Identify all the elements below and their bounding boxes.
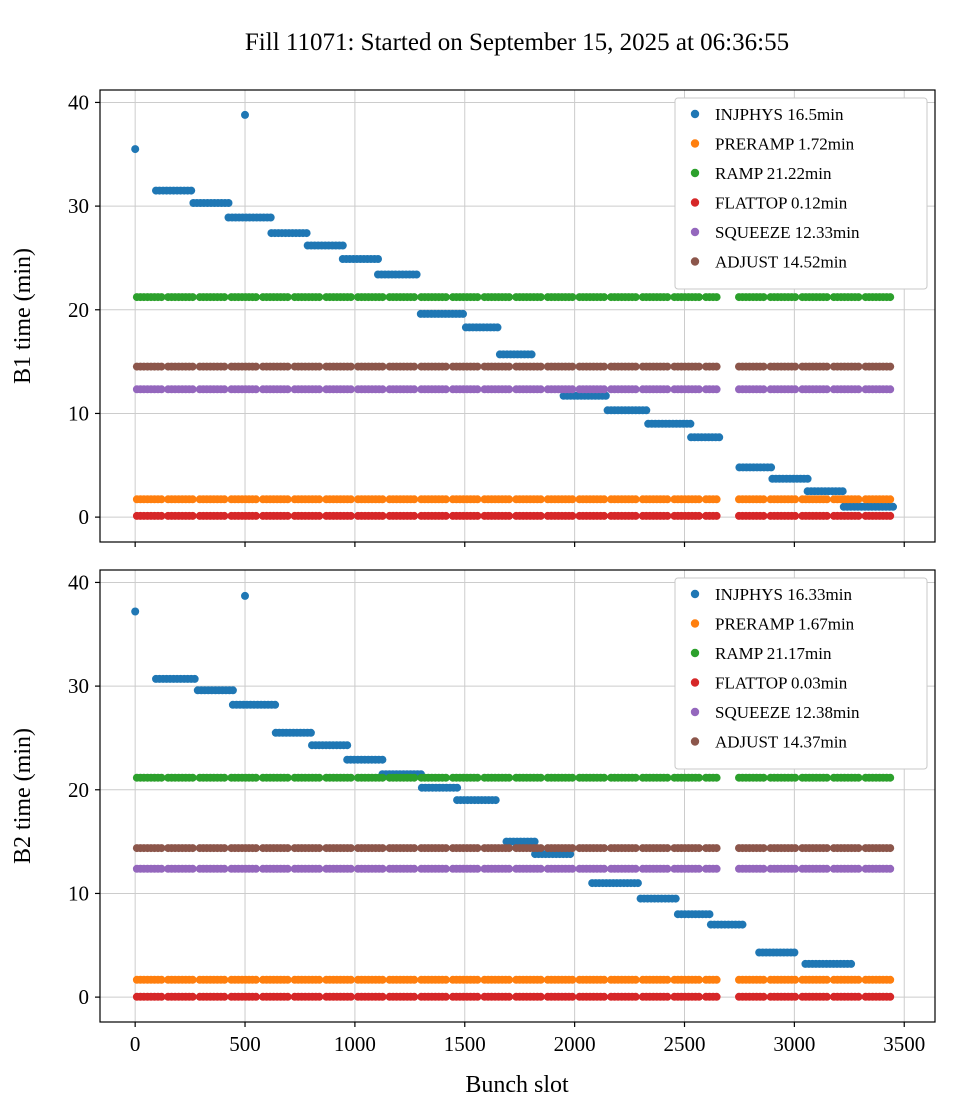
legend-marker-preramp xyxy=(690,619,700,628)
series-squeeze xyxy=(132,864,895,873)
legend-marker-adjust xyxy=(690,737,700,746)
legend-marker-ramp xyxy=(690,648,700,658)
legend-label-adjust: ADJUST 14.37min xyxy=(715,733,847,752)
y-tick-label: 40 xyxy=(68,90,89,114)
legend-marker-injphys xyxy=(690,109,700,119)
series-injphys xyxy=(131,591,856,968)
legend-label-injphys: INJPHYS 16.5min xyxy=(715,105,844,124)
series-ramp xyxy=(132,773,895,782)
legend-marker-flattop xyxy=(690,678,700,687)
legend-label-squeeze: SQUEEZE 12.38min xyxy=(715,703,860,722)
y-tick-label: 30 xyxy=(68,674,89,698)
axes-frame xyxy=(99,569,936,1023)
y-tick-label: 30 xyxy=(68,194,89,218)
legend-label-flattop: FLATTOP 0.12min xyxy=(715,194,848,213)
y-axis-label-b2: B2 time (min) xyxy=(10,728,36,864)
x-tick-label: 3500 xyxy=(883,1032,925,1056)
ticks: 0 500 1000 1500 2000 2500 3000 3500 0 10 20 30 40 xyxy=(68,570,925,1056)
x-axis-label: Bunch slot xyxy=(465,1072,569,1098)
subplot-b1: 0 10 20 30 40 INJPHYS 16.5min PRERAMP 1.72min R… xyxy=(68,89,936,547)
legend-marker-ramp xyxy=(690,168,700,178)
x-tick-label: 2500 xyxy=(664,1032,706,1056)
legend-marker-squeeze xyxy=(690,707,700,717)
series-adjust xyxy=(132,362,895,371)
legend-label-adjust: ADJUST 14.52min xyxy=(715,253,847,272)
series-preramp xyxy=(132,495,895,504)
series-adjust xyxy=(132,844,895,853)
y-tick-label: 40 xyxy=(68,570,89,594)
legend-label-squeeze: SQUEEZE 12.33min xyxy=(715,223,860,242)
y-tick-label: 10 xyxy=(68,881,89,905)
chart-title: Fill 11071: Started on September 15, 202… xyxy=(245,29,789,56)
y-tick-label: 0 xyxy=(79,985,90,1009)
legend: INJPHYS 16.5min PRERAMP 1.72min RAMP 21.22… xyxy=(674,97,928,290)
legend-label-preramp: PRERAMP 1.67min xyxy=(715,615,855,634)
x-tick-label: 0 xyxy=(130,1032,141,1056)
y-tick-label: 20 xyxy=(68,778,89,802)
legend: INJPHYS 16.33min PRERAMP 1.67min RAMP 21.1… xyxy=(674,577,928,770)
series-preramp xyxy=(132,975,895,984)
legend-marker-squeeze xyxy=(690,227,700,237)
legend-marker-adjust xyxy=(690,257,700,266)
x-tick-label: 3000 xyxy=(773,1032,815,1056)
ticks: 0 10 20 30 40 xyxy=(68,90,905,547)
legend-marker-injphys xyxy=(690,589,700,599)
series-squeeze xyxy=(132,385,895,394)
x-tick-label: 1500 xyxy=(444,1032,486,1056)
y-tick-label: 10 xyxy=(68,401,89,425)
axes-frame xyxy=(99,89,936,543)
x-tick-label: 1000 xyxy=(334,1032,376,1056)
legend-label-ramp: RAMP 21.17min xyxy=(715,644,832,663)
series-injphys xyxy=(131,110,897,511)
legend-marker-flattop xyxy=(690,198,700,207)
series-ramp xyxy=(132,293,895,302)
subplot-b2: 0 500 1000 1500 2000 2500 3000 3500 0 10 20 30 40 INJ… xyxy=(68,569,936,1056)
y-axis-label-b1: B1 time (min) xyxy=(10,248,36,384)
y-tick-label: 20 xyxy=(68,298,89,322)
legend-label-injphys: INJPHYS 16.33min xyxy=(715,585,852,604)
series-flattop xyxy=(132,511,895,520)
series-flattop xyxy=(132,992,895,1001)
legend-marker-preramp xyxy=(690,139,700,148)
legend-label-flattop: FLATTOP 0.03min xyxy=(715,674,848,693)
x-tick-label: 2000 xyxy=(554,1032,596,1056)
y-tick-label: 0 xyxy=(79,505,90,529)
x-tick-label: 500 xyxy=(229,1032,261,1056)
legend-label-ramp: RAMP 21.22min xyxy=(715,164,832,183)
legend-label-preramp: PRERAMP 1.72min xyxy=(715,135,855,154)
